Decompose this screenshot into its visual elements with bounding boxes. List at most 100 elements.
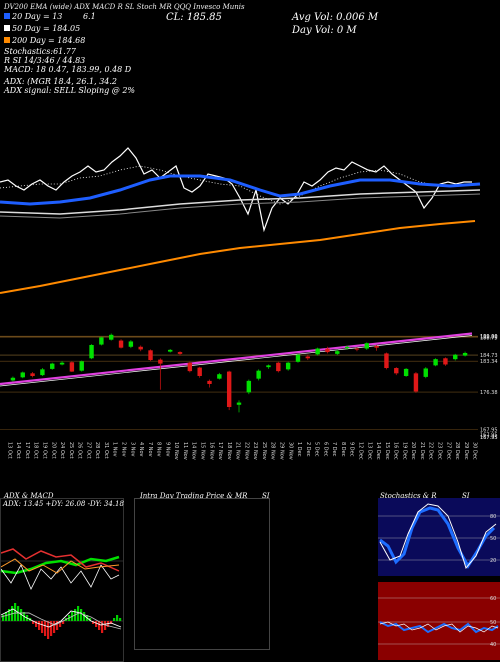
candle-body bbox=[138, 346, 143, 350]
macd-gray-line bbox=[1, 612, 122, 630]
x-date-label: 27 Oct bbox=[85, 442, 91, 459]
stoch-tick-80: 80 bbox=[490, 514, 496, 520]
x-date-label: 31 Oct bbox=[103, 442, 109, 459]
stochastics-rsi-panel: 80 50 20 60 50 40 bbox=[378, 498, 500, 660]
candle-body bbox=[394, 368, 399, 374]
candle-body bbox=[325, 348, 330, 353]
candle-body bbox=[276, 362, 281, 372]
x-date-label: 15 Dec bbox=[384, 442, 390, 460]
x-date-label: 24 Oct bbox=[59, 442, 65, 459]
macd-bar bbox=[59, 621, 62, 627]
avg-volume: Avg Vol: 0.006 M bbox=[292, 12, 379, 23]
ema-dotted-line bbox=[0, 165, 481, 205]
macd-bar bbox=[89, 618, 92, 621]
candle-body bbox=[295, 354, 301, 362]
ma20-line bbox=[0, 174, 481, 206]
x-date-label: 9 Dec bbox=[349, 442, 355, 457]
candle-body bbox=[59, 362, 65, 365]
ma20-label: 20 Day = 13 6.1 bbox=[4, 12, 96, 21]
x-date-label: 10 Nov bbox=[173, 442, 179, 460]
x-date-label: 5 Dec bbox=[314, 442, 320, 457]
price-tick-label: 176.38 bbox=[480, 390, 498, 396]
x-date-label: 23 Nov bbox=[252, 442, 258, 460]
x-date-label: 26 Oct bbox=[77, 442, 83, 459]
price-tick-label: 188.88 bbox=[480, 335, 498, 341]
ma200-text: 200 Day = 184.68 bbox=[12, 36, 86, 45]
macd-bar bbox=[44, 621, 47, 636]
stoch-d-line bbox=[379, 503, 497, 570]
x-date-label: 2 Nov bbox=[121, 442, 127, 457]
candle-body bbox=[89, 345, 94, 359]
candle-body bbox=[236, 402, 242, 405]
x-date-label: 14 Dec bbox=[375, 442, 381, 460]
price-tick-label: 167.95 bbox=[480, 435, 498, 440]
macd-bar bbox=[5, 612, 8, 621]
stoch-tick-20: 20 bbox=[490, 558, 496, 564]
candle-body bbox=[403, 368, 409, 376]
ma20-text: 20 Day = 13 bbox=[12, 12, 63, 21]
trend-line-inner bbox=[0, 335, 473, 387]
x-date-label: 15 Nov bbox=[200, 442, 206, 460]
x-date-label: 12 Dec bbox=[358, 442, 364, 460]
intraday-panel bbox=[134, 498, 270, 650]
candle-body bbox=[374, 345, 379, 348]
close-price: CL: 185.85 bbox=[166, 12, 222, 23]
macd-bar bbox=[53, 621, 56, 633]
adx-green-line bbox=[1, 555, 120, 575]
rsi-label: R SI 14/3:46 / 44.83 bbox=[4, 56, 86, 65]
macd-bar bbox=[104, 621, 107, 630]
stochastics-si-label: SI bbox=[462, 492, 470, 500]
x-date-label: 29 Dec bbox=[463, 442, 469, 460]
macd-bar bbox=[116, 615, 119, 621]
adx-values: ADX: 13.45 +DY: 26.08 -DY: 34.18 bbox=[3, 500, 124, 508]
x-date-label: 13 Dec bbox=[366, 442, 372, 460]
candle-body bbox=[197, 367, 202, 376]
macd-label: MACD: 18 0.47, 183.99, 0.48 D bbox=[4, 65, 132, 74]
stochastics-panel-title: Stochastics & R bbox=[380, 492, 437, 500]
macd-bar bbox=[20, 609, 23, 621]
adx-panel: ADX: 13.45 +DY: 26.08 -DY: 34.18 bbox=[0, 498, 124, 662]
candle-body bbox=[69, 362, 75, 372]
x-date-label: 17 Nov bbox=[217, 442, 223, 460]
price-tick-label: 183.34 bbox=[480, 359, 498, 365]
candle-body bbox=[462, 352, 468, 356]
x-date-label: 16 Dec bbox=[393, 442, 399, 460]
candle-body bbox=[99, 337, 104, 345]
rsi-white-line bbox=[379, 621, 499, 633]
candle-body bbox=[344, 346, 350, 349]
ma50-swatch bbox=[4, 25, 10, 31]
rsi-tick-50: 50 bbox=[490, 620, 496, 626]
x-date-label: 21 Nov bbox=[235, 442, 241, 460]
x-date-label: 18 Nov bbox=[226, 442, 232, 460]
adx-white-line bbox=[1, 564, 120, 590]
x-date-label: 14 Oct bbox=[15, 442, 21, 459]
macd-bar bbox=[62, 621, 65, 624]
x-date-label: 1 Dec bbox=[296, 442, 302, 457]
candle-body bbox=[285, 362, 291, 370]
ma20-swatch bbox=[4, 13, 10, 19]
macd-bar bbox=[2, 615, 5, 621]
candle-body bbox=[453, 354, 458, 360]
candle-body bbox=[335, 351, 340, 354]
macd-bar bbox=[32, 621, 35, 624]
x-date-label: 23 Dec bbox=[437, 442, 443, 460]
macd-bar bbox=[113, 618, 116, 621]
x-date-label: 8 Nov bbox=[156, 442, 162, 457]
trend-line bbox=[0, 332, 473, 386]
candle-body bbox=[118, 340, 124, 348]
x-date-label: 30 Nov bbox=[287, 442, 293, 460]
macd-bar bbox=[47, 621, 50, 639]
candle-body bbox=[158, 359, 163, 364]
x-date-label: 1 Nov bbox=[112, 442, 118, 457]
x-date-label: 29 Nov bbox=[279, 442, 285, 460]
price-tick-label: 188.75 bbox=[480, 335, 498, 341]
macd-bar bbox=[92, 621, 95, 624]
macd-bar bbox=[98, 621, 101, 630]
x-date-label: 7 Dec bbox=[331, 442, 337, 457]
moving-average-chart bbox=[0, 147, 481, 294]
x-date-label: 28 Oct bbox=[94, 442, 100, 459]
candle-body bbox=[128, 341, 134, 347]
candle-body bbox=[364, 343, 369, 349]
ma50-shadow-line bbox=[0, 193, 481, 219]
